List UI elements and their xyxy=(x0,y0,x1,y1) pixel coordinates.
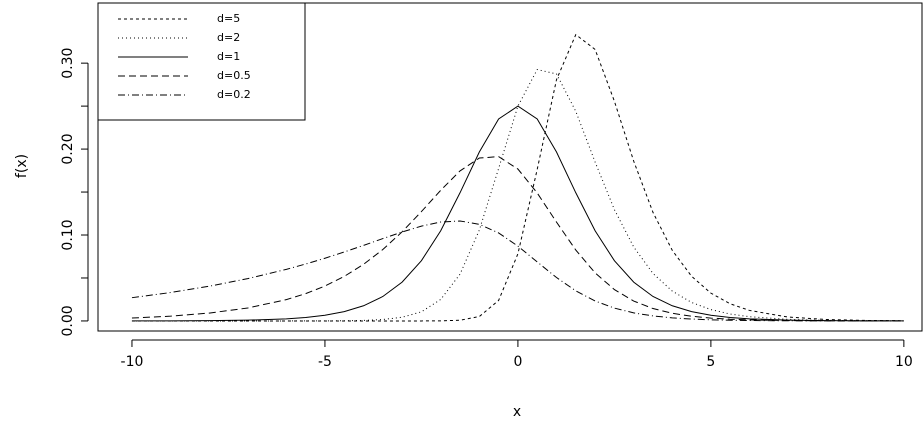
x-tick-label: -10 xyxy=(121,354,144,370)
x-tick-label: 0 xyxy=(513,354,522,370)
legend-label: d=0.5 xyxy=(217,69,251,82)
legend-box xyxy=(97,2,306,121)
x-tick-label: 10 xyxy=(895,354,913,370)
x-tick-label: -5 xyxy=(318,354,332,370)
legend-label: d=1 xyxy=(217,50,240,63)
plot-frame xyxy=(97,2,923,332)
series-line xyxy=(131,156,904,322)
x-axis-label: x xyxy=(513,404,521,420)
legend-label: d=2 xyxy=(217,31,240,44)
y-tick-label: 0.20 xyxy=(60,133,76,164)
y-tick-label: 0.10 xyxy=(60,219,76,250)
legend-label: d=5 xyxy=(217,12,240,25)
legend-label: d=0.2 xyxy=(217,88,251,101)
y-axis-label: f(x) xyxy=(14,154,30,178)
y-tick-label: 0.30 xyxy=(60,48,76,79)
series-line xyxy=(131,220,904,322)
series-line xyxy=(131,68,904,322)
x-tick-label: 5 xyxy=(706,354,715,370)
y-tick-label: 0.00 xyxy=(60,305,76,336)
series-line xyxy=(131,105,904,322)
